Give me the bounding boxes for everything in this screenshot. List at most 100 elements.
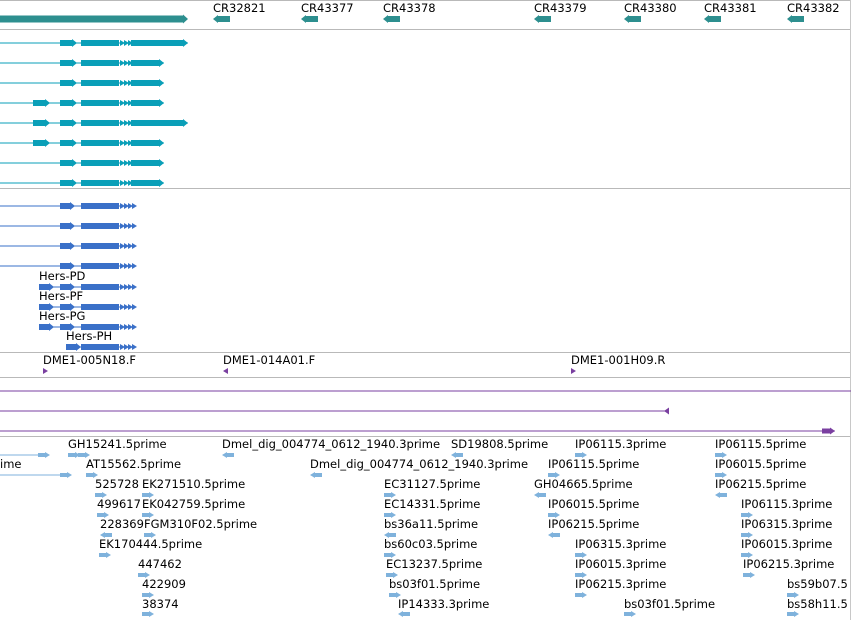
chevron-icon[interactable] [132, 284, 137, 290]
est-label[interactable]: EC31127.5prime [384, 477, 481, 491]
est-label[interactable]: ime [0, 457, 22, 471]
est-feature[interactable] [86, 473, 93, 477]
strand-arrow[interactable] [582, 452, 587, 458]
strand-arrow[interactable] [72, 79, 77, 87]
chevron-icon[interactable] [128, 263, 133, 269]
transcript-label[interactable]: Hers-PF [39, 289, 84, 303]
ncrna-label[interactable]: CR43380 [624, 1, 677, 15]
strand-arrow[interactable] [100, 532, 105, 538]
strand-arrow[interactable] [383, 15, 388, 23]
ncrna-label[interactable]: CR32821 [213, 1, 266, 15]
ncrna-feature[interactable] [306, 16, 318, 22]
chevron-icon[interactable] [124, 243, 129, 249]
est-feature[interactable] [138, 573, 145, 577]
chevron-icon[interactable] [120, 100, 125, 106]
chevron-icon[interactable] [124, 344, 129, 350]
chevron-icon[interactable] [132, 223, 137, 229]
exon-block[interactable] [39, 324, 49, 330]
est-feature[interactable] [715, 453, 722, 457]
est-label[interactable]: IP06015.5prime [715, 457, 807, 471]
transcript-label[interactable]: Hers-PG [39, 309, 86, 323]
exon-block[interactable] [131, 160, 159, 166]
strand-arrow[interactable] [49, 323, 54, 331]
exon-block[interactable] [60, 40, 72, 46]
strand-arrow[interactable] [534, 15, 539, 23]
est-label[interactable]: SD19808.5prime [451, 437, 549, 451]
est-feature[interactable] [142, 493, 149, 497]
strand-arrow[interactable] [794, 611, 799, 617]
chevron-icon[interactable] [120, 324, 125, 330]
chevron-icon[interactable] [120, 304, 125, 310]
exon-block[interactable] [81, 344, 119, 350]
strand-arrow[interactable] [49, 303, 54, 311]
est-feature[interactable] [741, 533, 748, 537]
strand-arrow[interactable] [391, 492, 396, 498]
est-label[interactable]: IP06215.5prime [548, 517, 640, 531]
strand-arrow[interactable] [391, 552, 396, 558]
chevron-icon[interactable] [120, 180, 125, 186]
strand-arrow[interactable] [534, 492, 539, 498]
clone-span[interactable] [822, 428, 830, 434]
exon-block[interactable] [131, 120, 183, 126]
strand-arrow[interactable] [70, 323, 75, 331]
exon-block[interactable] [81, 263, 119, 269]
chevron-icon[interactable] [120, 203, 125, 209]
exon-block[interactable] [66, 344, 76, 350]
strand-arrow[interactable] [76, 343, 81, 351]
exon-block[interactable] [81, 100, 119, 106]
exon-block[interactable] [81, 223, 119, 229]
strand-arrow[interactable] [70, 283, 75, 291]
strand-arrow[interactable] [72, 179, 77, 187]
ncrna-label[interactable]: CR43381 [704, 1, 757, 15]
strand-arrow[interactable] [49, 283, 54, 291]
strand-arrow[interactable] [183, 119, 188, 127]
strand-arrow[interactable] [396, 592, 401, 598]
exon-block[interactable] [81, 80, 119, 86]
chevron-icon[interactable] [128, 243, 133, 249]
est-feature[interactable] [142, 612, 149, 616]
strand-arrow[interactable] [72, 139, 77, 147]
strand-arrow[interactable] [748, 532, 753, 538]
chevron-icon[interactable] [128, 60, 133, 66]
strand-arrow[interactable] [582, 572, 587, 578]
exon-block[interactable] [60, 203, 70, 209]
est-label[interactable]: IP06215.3prime [575, 577, 667, 591]
exon-block[interactable] [131, 180, 159, 186]
strand-arrow[interactable] [149, 512, 154, 518]
exon-block[interactable] [60, 223, 70, 229]
strand-arrow[interactable] [391, 512, 396, 518]
est-label[interactable]: Dmel_dig_004774_0612_1940.3prime [222, 437, 441, 451]
chevron-icon[interactable] [124, 223, 129, 229]
chevron-icon[interactable] [124, 180, 129, 186]
strand-arrow[interactable] [72, 119, 77, 127]
transcript-label[interactable]: Hers-PH [66, 329, 113, 343]
est-label[interactable]: IP06015.3prime [741, 537, 833, 551]
chevron-icon[interactable] [124, 40, 129, 46]
exon-block[interactable] [81, 203, 119, 209]
est-feature[interactable] [575, 453, 582, 457]
exon-block[interactable] [60, 263, 70, 269]
est-label[interactable]: GH15241.5prime [68, 437, 167, 451]
est-label[interactable]: IP06215.3prime [743, 557, 835, 571]
strand-arrow[interactable] [715, 492, 720, 498]
strand-arrow[interactable] [582, 592, 587, 598]
chevron-icon[interactable] [124, 284, 129, 290]
strand-arrow[interactable] [722, 472, 727, 478]
chevron-icon[interactable] [128, 223, 133, 229]
exon-block[interactable] [60, 160, 72, 166]
chevron-icon[interactable] [124, 140, 129, 146]
strand-arrow[interactable] [624, 15, 629, 23]
exon-block[interactable] [33, 100, 45, 106]
est-feature[interactable] [386, 573, 393, 577]
chevron-icon[interactable] [124, 324, 129, 330]
est-label[interactable]: IP06115.5prime [715, 437, 807, 451]
strand-arrow[interactable] [159, 59, 164, 67]
est-feature[interactable] [575, 593, 582, 597]
est-feature[interactable] [624, 612, 631, 616]
chevron-icon[interactable] [132, 263, 137, 269]
chevron-icon[interactable] [124, 120, 129, 126]
est-feature[interactable] [384, 513, 391, 517]
est-feature[interactable] [227, 453, 234, 457]
strand-arrow[interactable] [310, 472, 315, 478]
strand-arrow[interactable] [75, 452, 80, 458]
